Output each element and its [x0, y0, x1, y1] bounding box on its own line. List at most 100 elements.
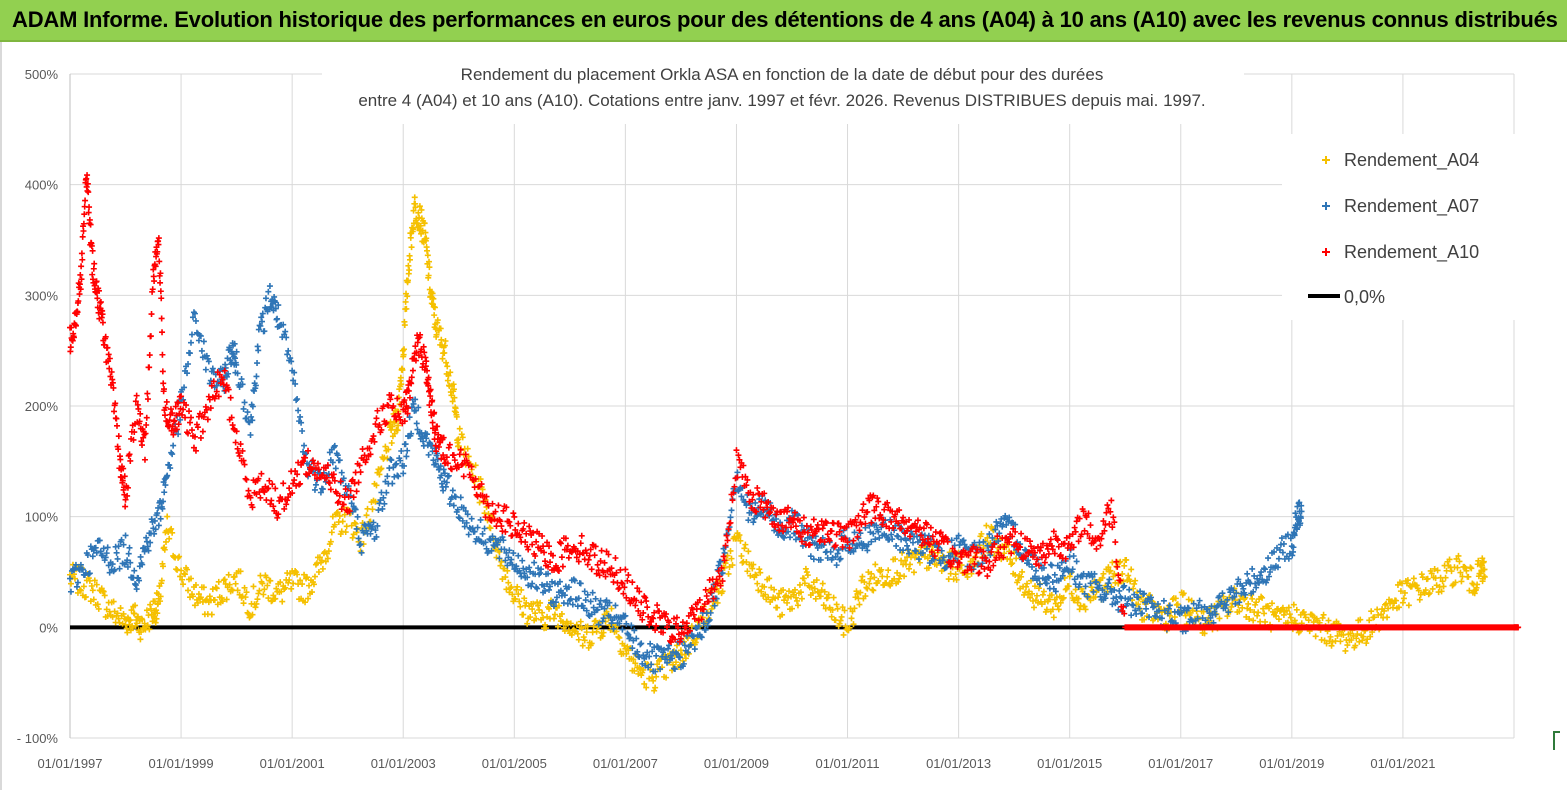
- data-point: [785, 594, 792, 601]
- data-point: [244, 409, 251, 416]
- data-point: [334, 452, 341, 459]
- data-point: [460, 473, 467, 480]
- data-point: [530, 600, 537, 607]
- data-point: [397, 374, 404, 381]
- data-point: [810, 516, 817, 523]
- legend-label: Rendement_A07: [1344, 196, 1479, 217]
- data-point: [508, 556, 515, 563]
- data-point: [1249, 595, 1256, 602]
- data-point: [294, 571, 301, 578]
- data-point: [77, 271, 84, 278]
- data-point: [373, 482, 380, 489]
- data-point: [170, 442, 177, 449]
- data-point: [682, 655, 689, 662]
- data-point: [199, 428, 206, 435]
- data-point: [1196, 597, 1203, 604]
- data-point: [451, 394, 458, 401]
- data-point: [1120, 578, 1127, 585]
- data-point: [827, 548, 834, 555]
- data-point: [812, 595, 819, 602]
- data-point: [305, 595, 312, 602]
- data-point: [936, 530, 943, 537]
- data-point: [457, 494, 464, 501]
- data-point: [1253, 599, 1260, 606]
- data-point: [79, 256, 86, 263]
- data-point: [814, 521, 821, 528]
- data-point: [612, 554, 619, 561]
- data-point: [842, 623, 849, 630]
- data-point: [664, 659, 671, 666]
- data-point: [443, 479, 450, 486]
- data-point: [653, 673, 660, 680]
- data-point: [109, 561, 116, 568]
- data-point: [878, 566, 885, 573]
- data-point: [421, 220, 428, 227]
- data-point: [487, 525, 494, 532]
- data-point: [389, 423, 396, 430]
- data-point: [561, 592, 568, 599]
- data-point: [1106, 576, 1113, 583]
- data-point: [195, 337, 202, 344]
- data-point: [587, 598, 594, 605]
- data-point: [272, 485, 279, 492]
- data-point: [258, 470, 265, 477]
- data-point: [455, 514, 462, 521]
- data-point: [1128, 612, 1135, 619]
- data-point: [553, 594, 560, 601]
- data-point: [546, 605, 553, 612]
- data-point: [495, 502, 502, 509]
- data-point: [1359, 637, 1366, 644]
- data-point: [898, 536, 905, 543]
- data-point: [1469, 580, 1476, 587]
- data-point: [264, 582, 271, 589]
- data-point: [1060, 594, 1067, 601]
- data-point: [158, 577, 165, 584]
- data-point: [834, 605, 841, 612]
- data-point: [411, 194, 418, 201]
- data-point: [608, 605, 615, 612]
- data-point: [771, 586, 778, 593]
- data-point: [744, 568, 751, 575]
- data-point: [270, 592, 277, 599]
- data-point: [1128, 566, 1135, 573]
- data-point: [516, 598, 523, 605]
- y-axis-labels: - 100%0%100%200%300%400%500%: [17, 67, 59, 746]
- data-point: [895, 578, 902, 585]
- data-point: [577, 618, 584, 625]
- data-point: [766, 575, 773, 582]
- data-point: [1479, 555, 1486, 562]
- data-point: [259, 580, 266, 587]
- data-point: [529, 606, 536, 613]
- data-point: [507, 585, 514, 592]
- data-point: [441, 349, 448, 356]
- data-point: [786, 588, 793, 595]
- chart-title-line1: Rendement du placement Orkla ASA en fonc…: [461, 65, 1104, 84]
- data-point: [1143, 605, 1150, 612]
- data-point: [398, 381, 405, 388]
- data-point: [1455, 552, 1462, 559]
- data-point: [255, 590, 262, 597]
- data-point: [100, 545, 107, 552]
- data-point: [499, 534, 506, 541]
- data-point: [118, 536, 125, 543]
- data-point: [796, 581, 803, 588]
- data-point: [146, 626, 153, 633]
- legend-label: Rendement_A10: [1344, 242, 1479, 263]
- data-point: [517, 603, 524, 610]
- data-point: [1040, 588, 1047, 595]
- data-point: [554, 623, 561, 630]
- data-point: [255, 347, 262, 354]
- data-point: [839, 604, 846, 611]
- data-point: [354, 513, 361, 520]
- data-point: [1087, 522, 1094, 529]
- data-point: [1415, 587, 1422, 594]
- data-point: [629, 645, 636, 652]
- data-point: [703, 592, 710, 599]
- data-point: [600, 629, 607, 636]
- data-point: [159, 351, 166, 358]
- data-point: [1287, 614, 1294, 621]
- data-point: [1474, 581, 1481, 588]
- data-point: [244, 609, 251, 616]
- data-point: [243, 589, 250, 596]
- data-point: [592, 595, 599, 602]
